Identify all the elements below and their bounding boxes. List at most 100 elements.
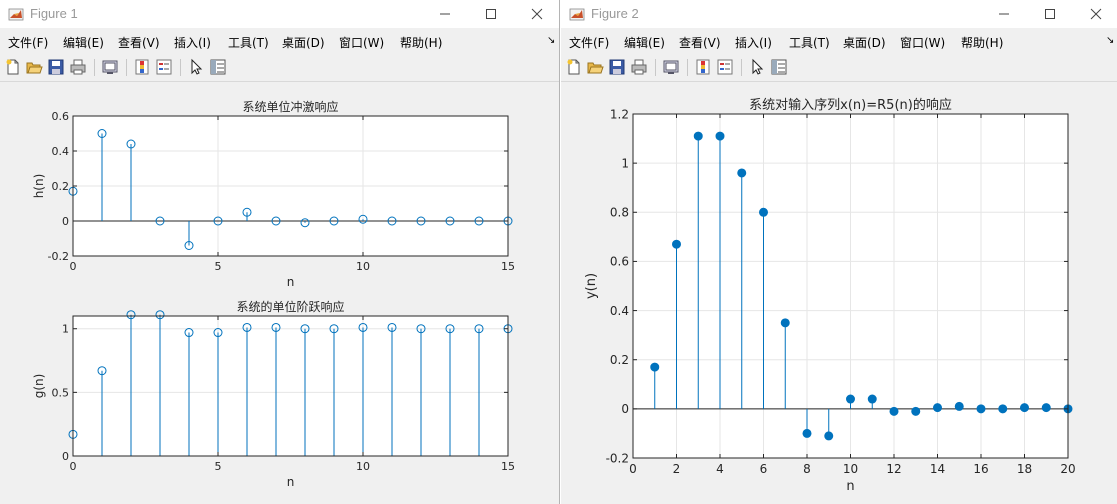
title-bar[interactable]: Figure 1 [0,0,559,28]
figure-1-window: Figure 1 文件(F) 编辑(E) 查看(V) 插入(I) 工具(T) 桌… [0,0,560,504]
stem-marker [300,218,310,228]
stem-marker [445,216,455,226]
menu-insert[interactable]: 插入(I) [174,36,211,50]
x-axis-label: n [287,475,295,489]
legend-icon[interactable] [155,58,173,76]
stem-marker [445,324,455,334]
x-axis-label: n [287,275,295,289]
menu-desktop[interactable]: 桌面(D) [282,36,325,50]
stem-marker [416,324,426,334]
y-tick-label: 0.4 [610,304,629,318]
open-file-icon[interactable] [25,58,43,76]
stem-marker [474,324,484,334]
close-button[interactable] [514,0,559,28]
save-icon[interactable] [608,58,626,76]
y-tick-label: 0 [62,215,69,228]
pointer-icon[interactable] [187,58,205,76]
minimize-button[interactable] [981,0,1027,28]
new-figure-icon[interactable] [4,58,22,76]
menu-tools[interactable]: 工具(T) [789,36,830,50]
x-tick-label: 0 [70,260,77,273]
x-tick-label: 12 [886,462,901,476]
menu-tools[interactable]: 工具(T) [228,36,269,50]
plot-background [73,316,508,456]
x-tick-label: 6 [760,462,768,476]
print-icon[interactable] [69,58,87,76]
stem-marker [155,310,165,320]
menu-overflow-icon[interactable]: ↘ [1106,35,1115,46]
open-file-icon[interactable] [586,58,604,76]
stem-marker [889,406,899,416]
y-tick-label: 1 [62,323,69,336]
stem-marker [759,207,768,217]
stem-marker [1041,403,1051,413]
stem-marker [954,401,964,411]
y-tick-label: -0.2 [606,451,629,465]
close-button[interactable] [1073,0,1117,28]
minimize-button[interactable] [422,0,468,28]
stem-marker [126,139,136,149]
stem-marker [474,216,484,226]
x-tick-label: 10 [843,462,858,476]
menu-window[interactable]: 窗口(W) [900,36,946,50]
maximize-button[interactable] [468,0,514,28]
stem-marker [867,394,877,404]
menu-edit[interactable]: 编辑(E) [63,36,104,50]
stem-marker [715,131,725,141]
toolbar-separator [180,59,181,76]
menu-window[interactable]: 窗口(W) [339,36,385,50]
menu-overflow-icon[interactable]: ↘ [547,35,556,46]
save-icon[interactable] [47,58,65,76]
matlab-logo-icon [569,8,585,21]
stem-marker [672,239,681,249]
chart-title: 系统的单位阶跃响应 [236,299,344,314]
x-tick-label: 2 [673,462,681,476]
x-tick-label: 10 [356,260,370,273]
figure-2-plot: 0 2 4 6 8 10 12 14 16 18 20-0.200.20.40.60.811.2系统… [584,97,1076,494]
colorbar-icon[interactable] [133,58,151,76]
new-figure-icon[interactable] [565,58,583,76]
property-inspector-icon[interactable] [209,58,227,76]
y-tick-label: 0.2 [52,180,70,193]
print-icon[interactable] [630,58,648,76]
figure-canvas: 0 5 10 15 -0.2 0 0.2 0.4 0.6 系统单位冲激响应 n h(n) 0 5 10 15 0… [0,82,559,504]
window-title: Figure 1 [30,6,78,21]
x-tick-label: 5 [215,260,222,273]
stem-marker [126,310,136,320]
stem-marker [911,406,921,416]
menu-file[interactable]: 文件(F) [8,36,49,50]
toolbar-separator [126,59,127,76]
menu-file[interactable]: 文件(F) [569,36,610,50]
stem-marker [933,403,942,413]
menu-view[interactable]: 查看(V) [118,36,160,50]
stem-marker [358,322,368,332]
stem-marker [737,168,747,178]
y-tick-label: 0.6 [610,255,629,269]
property-inspector-icon[interactable] [770,58,788,76]
menu-view[interactable]: 查看(V) [679,36,721,50]
x-tick-label: 0 [629,462,637,476]
menu-help[interactable]: 帮助(H) [961,36,1004,50]
axes-step: 0 5 10 15 0 0.5 1 系统的单位阶跃响应 n g(n) [32,299,515,489]
title-bar[interactable]: Figure 2 [561,0,1117,28]
pointer-icon[interactable] [748,58,766,76]
stem-marker [329,324,339,334]
colorbar-icon[interactable] [694,58,712,76]
menu-desktop[interactable]: 桌面(D) [843,36,886,50]
menu-insert[interactable]: 插入(I) [735,36,772,50]
menu-edit[interactable]: 编辑(E) [624,36,665,50]
menu-bar: 文件(F) 编辑(E) 查看(V) 插入(I) 工具(T) 桌面(D) 窗口(W… [0,30,559,52]
print-preview-icon[interactable] [662,58,680,76]
legend-icon[interactable] [716,58,734,76]
y-tick-label: 0 [62,450,69,463]
maximize-button[interactable] [1027,0,1073,28]
menu-help[interactable]: 帮助(H) [400,36,443,50]
y-tick-label: 0.6 [52,110,70,123]
y-tick-label: -0.2 [48,250,69,263]
stem-marker [846,394,855,404]
y-tick-label: 0.5 [52,386,70,399]
stem-marker [802,428,812,438]
print-preview-icon[interactable] [101,58,119,76]
